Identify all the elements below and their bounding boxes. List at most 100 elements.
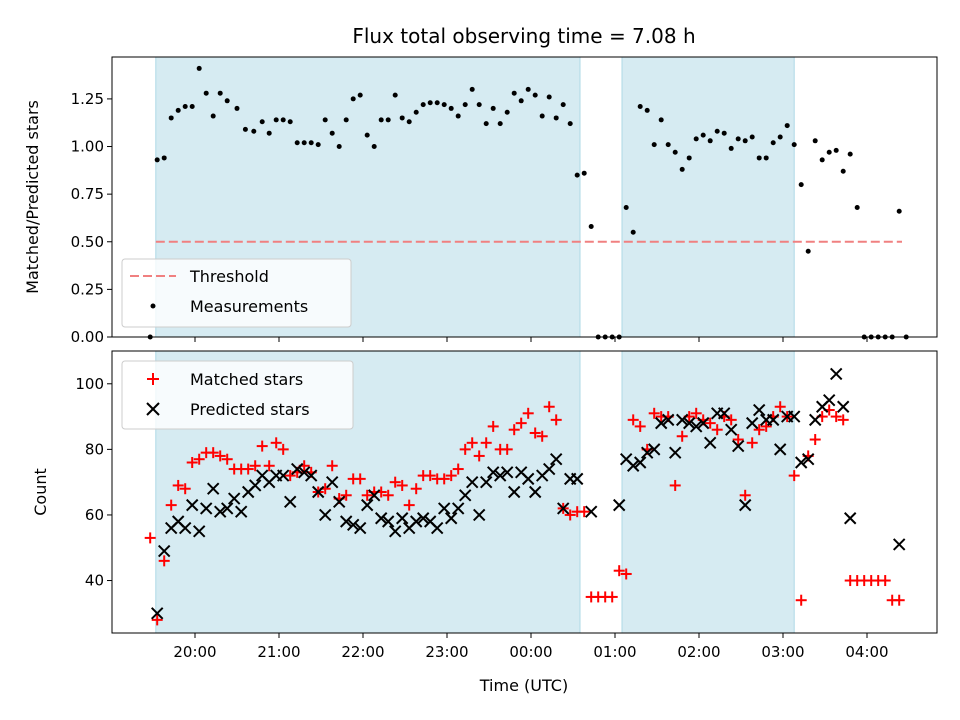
matched-star-point [473, 450, 485, 462]
top-y-tick-label: 1.25 [71, 90, 104, 108]
matched-star-point [760, 420, 772, 432]
predicted-star-point [549, 453, 563, 466]
measurement-point [168, 115, 174, 121]
predicted-star-point [766, 413, 780, 427]
matched-star-point [676, 430, 688, 442]
matched-star-point [242, 463, 254, 475]
top-legend: Threshold Measurements [121, 258, 352, 328]
predicted-star-point [528, 485, 542, 499]
matched-star-point [522, 407, 534, 419]
matched-star-point [249, 460, 261, 472]
matched-star-point [879, 575, 891, 587]
bottom-x-tick-label: 22:00 [341, 643, 384, 661]
measurement-point [420, 102, 426, 108]
predicted-star-point [794, 456, 808, 469]
measurement-point [350, 96, 356, 102]
measurement-point [371, 144, 377, 150]
predicted-star-point [689, 420, 703, 433]
measurement-point [441, 102, 447, 108]
predicted-star-point [325, 475, 339, 489]
measurement-point [735, 136, 741, 142]
measurement-point [707, 138, 713, 144]
predicted-star-point [374, 512, 388, 525]
predicted-star-point [178, 521, 192, 535]
measurement-point [546, 94, 552, 100]
measurement-point [847, 151, 853, 157]
predicted-star-point [220, 502, 234, 515]
measurement-point [385, 117, 391, 123]
matched-star-point [669, 479, 681, 491]
matched-star-point [186, 456, 198, 468]
bottom-x-tick-label: 03:00 [761, 643, 804, 661]
bottom-x-tick-label: 20:00 [173, 643, 216, 661]
shaded-interval-2 [622, 351, 795, 633]
matched-star-point [515, 417, 527, 429]
shaded-interval-2 [622, 57, 795, 337]
predicted-star-point [724, 423, 738, 436]
measurement-point [784, 123, 790, 129]
predicted-star-point [717, 407, 731, 420]
matched-star-point [326, 460, 338, 472]
measurement-point [497, 121, 503, 127]
matched-star-point [830, 411, 842, 423]
matched-star-point [606, 591, 618, 603]
measurement-point [273, 117, 279, 123]
measurement-point [791, 142, 797, 148]
matched-star-point [221, 453, 233, 465]
measurement-point [700, 132, 706, 138]
measurement-point [413, 109, 419, 115]
predicted-star-point [311, 485, 325, 499]
bottom-x-tick-label: 01:00 [593, 643, 636, 661]
matched-stars-points [144, 401, 905, 626]
predicted-star-point [192, 525, 206, 538]
top-x-ticks [194, 337, 868, 342]
measurement-point [553, 115, 559, 121]
measurement-point [756, 155, 762, 161]
measurement-point [532, 92, 538, 98]
measurement-point [854, 204, 860, 210]
matched-star-point [172, 479, 184, 491]
measurement-point [896, 208, 902, 214]
measurement-point [182, 104, 188, 110]
measurement-point [234, 105, 240, 111]
bottom-x-ticks: 20:00 21:00 22:00 23:00 00:00 01:00 02:00 03:00… [173, 633, 889, 661]
matched-star-point [627, 414, 639, 426]
predicted-star-point [248, 479, 262, 492]
measurement-point [749, 134, 755, 140]
measurement-point [448, 105, 454, 111]
measurement-point [693, 136, 699, 142]
top-shaded-intervals [155, 57, 795, 337]
matched-star-point [151, 614, 163, 626]
predicted-star-point [416, 512, 430, 525]
predicted-star-point [752, 403, 766, 417]
predicted-star-point [381, 515, 395, 528]
predicted-star-point [731, 439, 745, 453]
top-legend-box [121, 258, 352, 328]
predicted-star-point [626, 459, 640, 472]
measurement-point [322, 117, 328, 123]
predicted-star-point [836, 400, 850, 413]
measurement-point [539, 113, 545, 119]
top-panel: Flux total observing time = 7.08 h 0.000… [23, 24, 938, 346]
matched-star-point [424, 470, 436, 482]
measurement-point [651, 142, 657, 148]
matched-star-point [256, 440, 268, 452]
predicted-star-point [507, 485, 521, 499]
predicted-star-point [444, 512, 458, 525]
measurement-point [833, 147, 839, 153]
bottom-y-tick-label: 40 [85, 572, 104, 590]
matched-star-point [501, 443, 513, 455]
measurement-point [259, 119, 265, 125]
predicted-star-point [395, 512, 409, 525]
top-axes-frame [111, 56, 938, 338]
bottom-x-tick-label: 21:00 [257, 643, 300, 661]
measurement-point [742, 138, 748, 144]
matched-star-point [340, 489, 352, 501]
measurement-point [280, 117, 286, 123]
matched-star-point [396, 479, 408, 491]
predicted-star-point [276, 469, 290, 482]
matched-star-point [613, 565, 625, 577]
measurement-point [504, 109, 510, 115]
predicted-star-point [479, 475, 493, 489]
